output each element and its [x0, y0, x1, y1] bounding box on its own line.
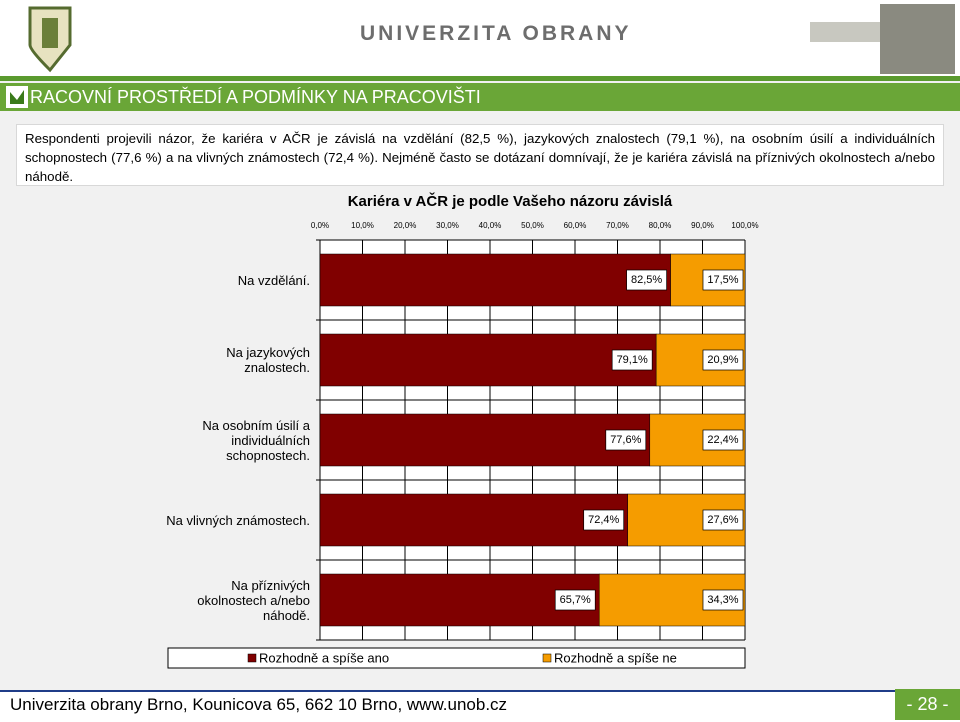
x-tick-label: 50,0% — [521, 221, 544, 230]
header-photo — [810, 22, 880, 42]
page-number: - 28 - — [895, 689, 960, 720]
x-tick-label: 10,0% — [351, 221, 374, 230]
category-label: Na příznivých okolnostech a/nebo náhodě. — [197, 577, 310, 623]
value-label-box — [702, 429, 744, 451]
title-bar — [0, 83, 960, 111]
value-label: 79,1% — [617, 354, 648, 366]
x-tick-label: 70,0% — [606, 221, 629, 230]
value-label: 22,4% — [707, 434, 738, 446]
footer — [0, 690, 960, 722]
category-label: Na vzdělání. — [237, 272, 310, 288]
legend-label: Rozhodně a spíše ano — [259, 650, 389, 665]
bar — [319, 413, 651, 467]
slide-title: RACOVNÍ PROSTŘEDÍ A PODMÍNKY NA PRACOVIŠ… — [30, 87, 481, 107]
chart-title: Kariéra v AČR je podle Vašeho názoru záv… — [348, 192, 673, 210]
x-tick-label: 30,0% — [436, 221, 459, 230]
value-label-box — [702, 509, 744, 531]
value-label-box — [605, 429, 647, 451]
value-label: 77,6% — [610, 434, 641, 446]
legend-swatch — [542, 653, 552, 663]
value-label: 65,7% — [560, 594, 591, 606]
x-tick-label: 40,0% — [479, 221, 502, 230]
stripe — [0, 76, 960, 81]
value-label-box — [626, 269, 667, 291]
value-label-box — [702, 589, 744, 611]
title-icon — [6, 86, 28, 108]
x-tick-label: 100,0% — [731, 221, 758, 230]
header — [0, 0, 960, 76]
value-label-box — [554, 589, 596, 611]
bar — [319, 493, 628, 547]
value-label: 82,5% — [631, 274, 662, 286]
x-tick-label: 60,0% — [564, 221, 587, 230]
legend-label: Rozhodně a spíše ne — [554, 650, 677, 665]
university-name: UNIVERZITA OBRANY — [360, 22, 632, 45]
x-tick-label: 90,0% — [691, 221, 714, 230]
logo-emblem — [42, 18, 58, 48]
category-label: Na osobním úsilí a individuálních schopn… — [202, 417, 310, 463]
chart: Kariéra v AČR je podle Vašeho názoru záv… — [167, 192, 759, 669]
value-label-box — [611, 349, 653, 371]
category-label: Na jazykových znalostech. — [226, 345, 310, 375]
value-label-box — [702, 269, 744, 291]
value-label: 17,5% — [707, 274, 738, 286]
value-label: 20,9% — [707, 354, 738, 366]
bar — [319, 573, 600, 627]
bar — [319, 253, 671, 307]
footer-address: Univerzita obrany Brno, Kounicova 65, 66… — [10, 695, 508, 714]
category-label: Na vlivných známostech. — [166, 512, 310, 528]
value-label-box — [702, 349, 744, 371]
paragraph: Respondenti projevili názor, že kariéra … — [16, 124, 944, 186]
x-tick-label: 80,0% — [649, 221, 672, 230]
x-tick-label: 0,0% — [311, 221, 329, 230]
bar — [319, 333, 657, 387]
header-photo — [880, 4, 955, 74]
x-tick-label: 20,0% — [394, 221, 417, 230]
value-label: 72,4% — [588, 514, 619, 526]
header-graphics — [28, 4, 955, 74]
value-label: 27,6% — [707, 514, 738, 526]
value-label: 34,3% — [707, 594, 738, 606]
legend-box — [167, 647, 746, 669]
value-label-box — [583, 509, 625, 531]
legend-swatch — [247, 653, 257, 663]
